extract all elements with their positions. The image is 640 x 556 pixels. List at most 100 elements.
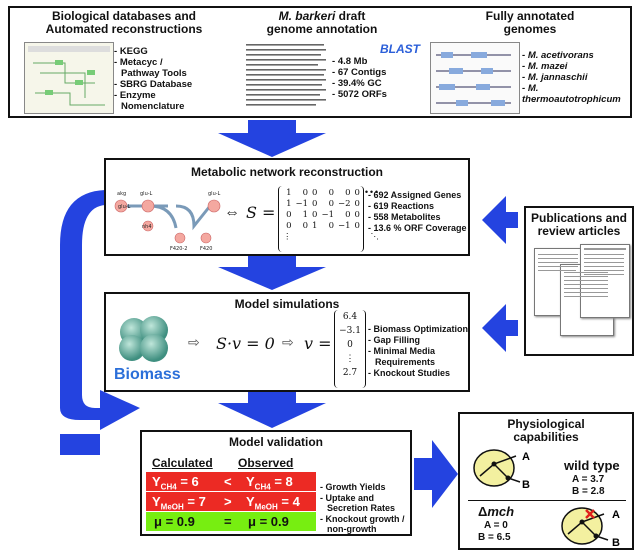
matrix-cell: −1 <box>321 209 334 220</box>
matrix-row: ⋮ ⋱ <box>281 231 381 242</box>
physiology-title-line2: capabilities <box>513 430 579 444</box>
bio-db-list: KEGG Metacyc / Pathway Tools SBRG Databa… <box>114 46 192 112</box>
matrix-cell: 1 <box>302 209 309 220</box>
matrix-cell <box>336 231 353 242</box>
genome-title-rest: draft <box>335 9 366 23</box>
network-title: Metabolic network reconstruction <box>190 165 384 179</box>
calc-meoh: YMeOH = 7 <box>152 494 206 512</box>
validation-panel: Model validation Calculated Observed YCH… <box>140 430 412 536</box>
node-label: glu-L <box>208 191 221 197</box>
matrix-cell: 0 <box>312 187 318 198</box>
divider <box>468 500 626 501</box>
vector-value: 6.4 <box>342 312 358 322</box>
validation-row-ch4: YCH4 = 6 < YCH4 = 8 <box>146 472 316 492</box>
annotated-title-line1: Fully annotated <box>485 9 575 23</box>
matrix-cell: 1 <box>286 198 292 209</box>
obs-meoh: YMeOH = 4 <box>246 494 300 512</box>
species-item: M. thermoautotrophicum <box>522 83 630 105</box>
matrix-cell: 0 <box>286 220 292 231</box>
mutant-name: mch <box>487 504 515 519</box>
obs-meoh-val: = 4 <box>281 494 300 509</box>
simulation-title: Model simulations <box>234 297 340 311</box>
bio-db-item: Metacyc / <box>114 57 192 68</box>
calc-meoh-sub: MeOH <box>160 502 184 512</box>
network-stat: 13.6 % ORF Coverage <box>368 223 467 234</box>
publications-title: Publications and review articles <box>526 212 632 238</box>
matrix-cell: 0 <box>328 220 334 231</box>
bio-db-item-cont: Pathway Tools <box>121 68 187 79</box>
comparison-op: < <box>224 474 232 489</box>
matrix-cell: 0 <box>345 209 351 220</box>
node-label: F420 <box>200 246 212 252</box>
node-label: nh4 <box>142 224 152 230</box>
bio-db-item: Enzyme <box>114 90 192 101</box>
validation-item: non-growth <box>320 524 405 535</box>
calc-growth: μ = 0.9 <box>154 514 195 529</box>
genome-stat: 67 Contigs <box>332 67 387 78</box>
steady-state-equation: S·v = 0 <box>216 334 275 353</box>
species-name: M. barkeri <box>278 9 336 23</box>
calc-ch4: YCH4 = 6 <box>152 474 199 492</box>
simulation-item: Gap Filling <box>368 335 468 346</box>
s-matrix: 1 0 0 0 0 0 ••• 1 −1 0 0 −2 0 0 1 0 −1 0 0 0 0 1 0 −1 0 ⋮ ⋱ <box>278 186 379 252</box>
publications-arrow-2 <box>482 304 518 352</box>
validation-item: Uptake and <box>320 493 405 504</box>
validation-item-cont: Secretion Rates <box>327 503 396 513</box>
species-item: M. jannaschii <box>522 72 630 83</box>
bio-db-item: Pathway Tools <box>114 68 192 79</box>
genome-title-line2: genome annotation <box>266 22 378 36</box>
publications-title-line1: Publications and <box>530 211 627 225</box>
matrix-cell: −2 <box>337 198 351 209</box>
node-a-label: A <box>612 509 620 521</box>
obs-meoh-y: Y <box>246 494 255 509</box>
species-item: M. mazei <box>522 61 630 72</box>
pathway-map-icon <box>28 46 110 106</box>
matrix-cell: 0 <box>302 220 309 231</box>
matrix-cell <box>310 231 319 242</box>
validation-item: Secretion Rates <box>320 503 405 514</box>
obs-growth: μ = 0.9 <box>248 514 289 529</box>
mutant-cell-diagram: A B <box>561 507 620 549</box>
matrix-cell: 0 <box>328 187 334 198</box>
network-graph: akg glu-L glu-L nh4 glu-L F420-2 F420 <box>114 191 221 252</box>
right-arrow-icon: ⇨ <box>188 334 200 350</box>
matrix-cell: 0 <box>312 209 318 220</box>
matrix-cell: 0 <box>312 198 318 209</box>
obs-ch4-sub: CH4 <box>254 482 271 492</box>
sequence-block <box>246 42 328 110</box>
genome-title: M. barkeri draft genome annotation <box>232 10 412 36</box>
validation-item-cont: non-growth <box>327 524 377 534</box>
species-item: M. acetivorans <box>522 50 630 61</box>
to-physiology-arrow <box>414 440 458 508</box>
wild-type-b: B = 2.8 <box>572 486 605 497</box>
obs-ch4-y: Y <box>246 474 255 489</box>
bio-db-title-line2: Automated reconstructions <box>45 22 203 36</box>
network-stat: 619 Reactions <box>368 201 467 212</box>
matrix-cell: ⋮ <box>283 231 292 242</box>
s-matrix-table: 1 0 0 0 0 0 ••• 1 −1 0 0 −2 0 0 1 0 −1 0 0 0 0 1 0 −1 0 ⋮ ⋱ <box>281 187 381 242</box>
simulation-items: Biomass Optimization Gap Filling Minimal… <box>368 324 469 379</box>
node-b-label: B <box>522 479 530 491</box>
calc-meoh-val: = 7 <box>187 494 206 509</box>
simulation-item-cont: Requirements <box>375 357 436 367</box>
bio-db-item: KEGG <box>114 46 192 57</box>
comparison-op: > <box>224 494 232 509</box>
vector-value: 2.7 <box>342 368 358 378</box>
flux-vector: 6.4 −3.1 0 ⋮ 2.7 <box>334 310 366 388</box>
calculated-header: Calculated <box>152 456 213 470</box>
matrix-cell <box>294 231 311 242</box>
validation-row-growth: μ = 0.9 = μ = 0.9 <box>146 512 316 531</box>
top-panel: Biological databases and Automated recon… <box>8 6 632 118</box>
simulation-item: Biomass Optimization <box>368 324 469 335</box>
obs-meoh-sub: MeOH <box>254 502 278 512</box>
species-list: M. acetivorans M. mazei M. jannaschii M.… <box>522 50 630 105</box>
down-arrow-2 <box>218 256 326 290</box>
matrix-cell: 0 <box>302 187 309 198</box>
vector-value: −3.1 <box>339 326 361 336</box>
matrix-cell: 1 <box>286 187 292 198</box>
s-matrix-label: S = <box>246 203 276 222</box>
network-panel: Metabolic network reconstruction akg glu… <box>104 158 470 256</box>
annotated-title: Fully annotated genomes <box>440 10 620 36</box>
vector-value: ⋮ <box>345 354 355 364</box>
bio-db-item: SBRG Database <box>114 79 192 90</box>
